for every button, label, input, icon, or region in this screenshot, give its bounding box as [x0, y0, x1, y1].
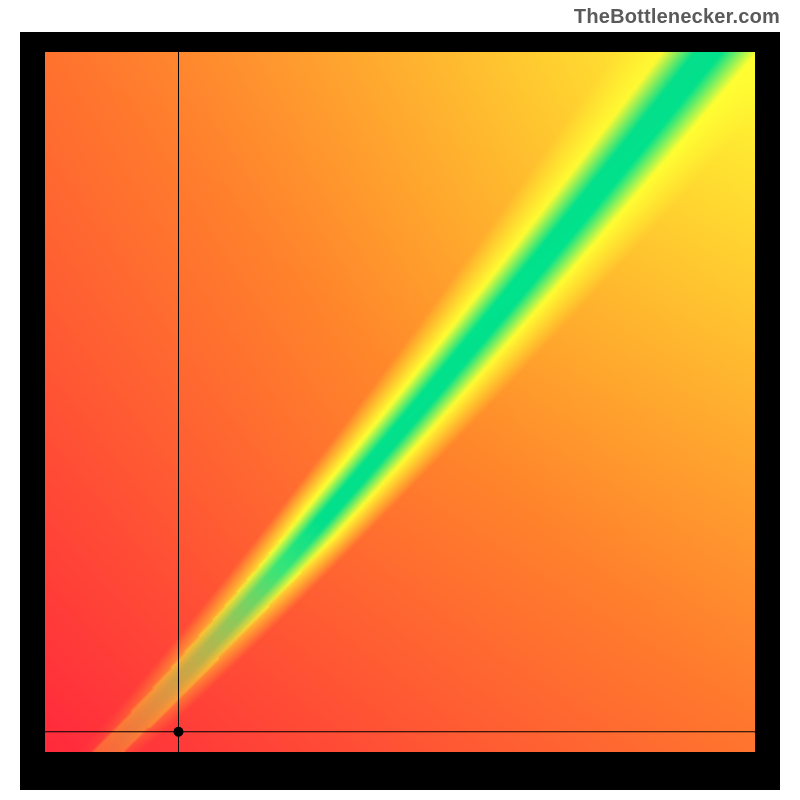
- watermark-text: TheBottlenecker.com: [574, 6, 780, 29]
- chart-frame: [20, 32, 780, 790]
- heatmap-canvas: [45, 52, 755, 752]
- heatmap-area: [45, 52, 755, 752]
